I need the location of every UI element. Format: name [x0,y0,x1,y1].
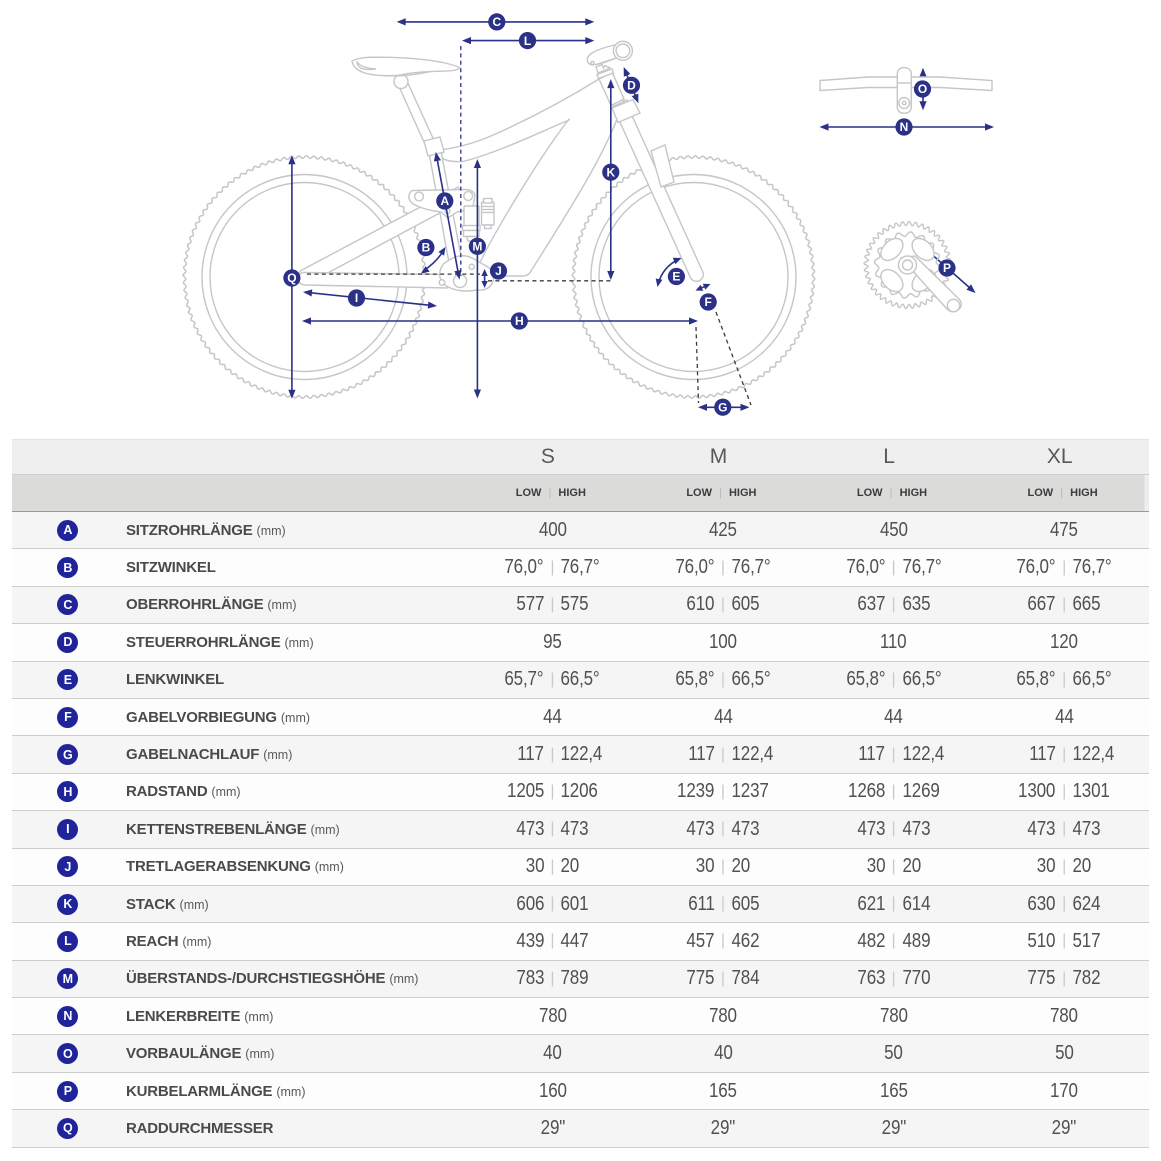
svg-text:A: A [440,194,449,208]
svg-text:E: E [672,270,680,284]
svg-text:P: P [943,261,951,275]
svg-text:J: J [495,264,502,278]
svg-text:D: D [627,79,636,93]
svg-text:Q: Q [287,271,296,285]
svg-text:M: M [472,240,482,254]
svg-text:C: C [492,15,501,29]
svg-text:L: L [524,34,531,48]
svg-text:K: K [606,165,615,179]
svg-text:O: O [918,82,927,96]
svg-text:F: F [705,295,712,309]
svg-text:N: N [900,120,909,134]
svg-text:G: G [718,400,727,414]
svg-text:H: H [515,314,524,328]
svg-text:B: B [422,241,431,255]
svg-text:I: I [355,291,358,305]
